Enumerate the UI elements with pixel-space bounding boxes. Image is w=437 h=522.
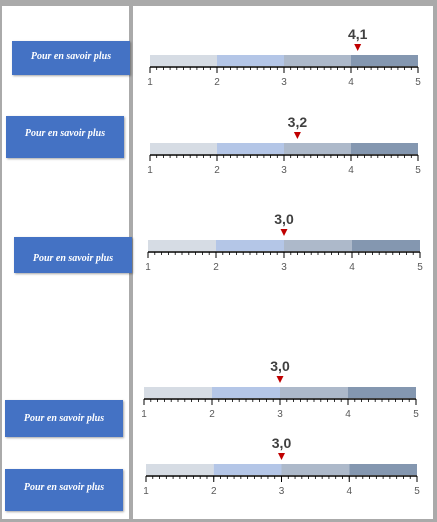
scale-tick-label: 4: [348, 165, 354, 176]
scale-tick-label: 3: [279, 486, 285, 497]
scale-band: [144, 387, 212, 398]
score-label: 4,1: [348, 26, 368, 42]
score-marker: [354, 44, 362, 51]
scale-band: [284, 55, 351, 66]
scale-band: [217, 55, 284, 66]
scale-tick-label: 5: [414, 486, 420, 497]
scale-tick-label: 2: [209, 409, 215, 420]
scale-band: [280, 387, 348, 398]
scale-tick-label: 5: [413, 409, 419, 420]
learn-more-label: Pour en savoir plus: [30, 51, 112, 62]
scale-band: [213, 464, 282, 475]
learn-more-button-5[interactable]: Pour en savoir plus: [5, 469, 123, 511]
scale-tick-label: 1: [145, 262, 151, 273]
scale-band: [352, 240, 420, 251]
scale-tick-label: 4: [349, 262, 355, 273]
scale-tick-label: 1: [141, 409, 147, 420]
scale-band: [348, 387, 416, 398]
scale-tick-label: 3: [281, 77, 287, 88]
scale-band: [150, 55, 217, 66]
scale-tick-label: 4: [346, 486, 352, 497]
learn-more-label: Pour en savoir plus: [24, 128, 106, 139]
scale-band: [146, 464, 214, 475]
score-marker: [276, 376, 284, 383]
scale-tick-label: 5: [415, 165, 421, 176]
frame-right: [433, 0, 437, 522]
scale-tick-label: 4: [348, 77, 354, 88]
learn-more-button-4[interactable]: Pour en savoir plus: [5, 400, 123, 437]
scale-band: [217, 143, 284, 154]
scale-tick-label: 3: [281, 262, 287, 273]
scale-tick-label: 2: [211, 486, 217, 497]
scale-band: [216, 240, 284, 251]
scale-tick-label: 5: [415, 77, 421, 88]
scale-band: [351, 143, 418, 154]
scale-band: [351, 55, 418, 66]
score-marker: [293, 132, 301, 139]
scale-tick-label: 1: [147, 77, 153, 88]
scale-band: [284, 240, 352, 251]
learn-more-label: Pour en savoir plus: [23, 413, 105, 424]
scale-tick-label: 2: [213, 262, 219, 273]
scale-tick-label: 2: [214, 77, 220, 88]
frame-bottom: [0, 519, 437, 522]
scale-band: [349, 464, 417, 475]
frame-left: [0, 0, 2, 522]
score-label: 3,0: [274, 211, 294, 227]
learn-more-button-2[interactable]: Pour en savoir plus: [6, 116, 124, 158]
scale-band: [284, 143, 351, 154]
scale-tick-label: 4: [345, 409, 351, 420]
scale-band: [281, 464, 350, 475]
frame-top: [0, 0, 437, 6]
score-marker: [280, 229, 288, 236]
scale-band: [148, 240, 216, 251]
score-label: 3,2: [288, 114, 308, 130]
scale-tick-label: 1: [143, 486, 149, 497]
scale-band: [150, 143, 217, 154]
scale-tick-label: 3: [281, 165, 287, 176]
scale-tick-label: 2: [214, 165, 220, 176]
scale-tick-label: 1: [147, 165, 153, 176]
learn-more-label: Pour en savoir plus: [23, 482, 105, 493]
scale-tick-label: 3: [277, 409, 283, 420]
scale-tick-label: 5: [417, 262, 423, 273]
learn-more-button-1[interactable]: Pour en savoir plus: [12, 41, 130, 75]
learn-more-button-3[interactable]: Pour en savoir plus: [14, 237, 132, 273]
score-marker: [278, 453, 285, 460]
score-label: 3,0: [270, 358, 290, 374]
scale-band: [212, 387, 280, 398]
score-label: 3,0: [272, 435, 292, 451]
learn-more-label: Pour en savoir plus: [32, 253, 114, 264]
